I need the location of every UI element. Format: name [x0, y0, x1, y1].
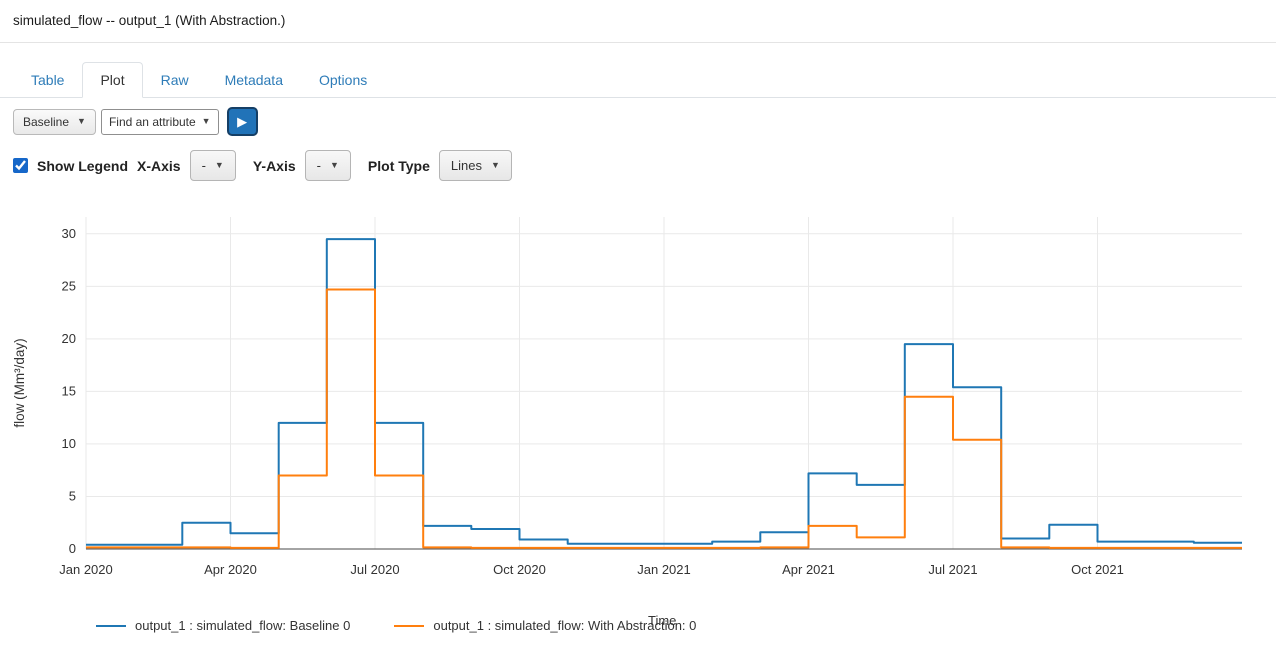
flow-chart[interactable]: 0 5 10 15 20 25 30 Jan 2020 Apr 2020 Jul 2020 Oct … [8, 203, 1276, 606]
legend-label: output_1 : simulated_flow: With Abstract… [433, 618, 697, 633]
plot-type-dropdown[interactable]: Lines ▼ [438, 150, 512, 181]
play-button[interactable]: ▶ [226, 107, 258, 136]
svg-text:Jan 2021: Jan 2021 [637, 562, 691, 577]
toolbar: Baseline ▼ Find an attribute ▼ ▶ [0, 98, 1276, 138]
svg-text:0: 0 [69, 541, 76, 556]
y-axis-dropdown[interactable]: - ▼ [304, 150, 351, 181]
svg-text:15: 15 [62, 383, 76, 398]
legend-item[interactable]: output_1 : simulated_flow: With Abstract… [394, 618, 696, 633]
svg-text:10: 10 [62, 436, 76, 451]
x-axis-dropdown-value: - [201, 158, 206, 173]
svg-text:flow (Mm³/day): flow (Mm³/day) [12, 338, 27, 427]
chevron-down-icon: ▼ [330, 160, 339, 170]
series-line-1 [86, 288, 1242, 549]
legend-label: output_1 : simulated_flow: Baseline 0 [135, 618, 351, 633]
svg-text:Oct 2020: Oct 2020 [493, 562, 546, 577]
tab-raw[interactable]: Raw [160, 72, 189, 88]
play-icon: ▶ [237, 114, 248, 129]
chevron-down-icon: ▼ [490, 160, 500, 170]
y-axis-label: Y-Axis [252, 157, 296, 174]
svg-text:5: 5 [69, 488, 76, 503]
chart-legend: Time output_1 : simulated_flow: Baseline… [96, 613, 1276, 633]
chevron-down-icon: ▼ [201, 116, 211, 126]
page-title: simulated_flow -- output_1 (With Abstrac… [13, 13, 286, 28]
attribute-select-label: Find an attribute [108, 114, 196, 129]
svg-text:Oct 2021: Oct 2021 [1071, 562, 1124, 577]
legend-swatch [96, 624, 126, 627]
plot-type-dropdown-value: Lines [450, 158, 482, 173]
tab-table[interactable]: Table [31, 72, 65, 88]
svg-text:20: 20 [62, 331, 76, 346]
svg-text:Jan 2020: Jan 2020 [59, 562, 113, 577]
show-legend-checkbox[interactable] [13, 158, 28, 173]
svg-text:Jul 2020: Jul 2020 [350, 562, 399, 577]
x-axis-dropdown[interactable]: - ▼ [189, 150, 236, 181]
svg-text:Jul 2021: Jul 2021 [928, 562, 977, 577]
show-legend-label: Show Legend [37, 157, 128, 174]
series-line-0 [86, 238, 1242, 546]
legend-swatch [394, 624, 425, 627]
tab-options[interactable]: Options [318, 72, 368, 88]
svg-text:30: 30 [62, 226, 76, 241]
titlebar: simulated_flow -- output_1 (With Abstrac… [0, 0, 1276, 43]
svg-text:25: 25 [62, 278, 76, 293]
plot-type-label: Plot Type [367, 157, 430, 174]
tab-bar: Table Plot Raw Metadata Options [0, 62, 1276, 98]
plot-controls: Show Legend X-Axis - ▼ Y-Axis - ▼ Plot T… [0, 138, 1276, 193]
legend-item[interactable]: output_1 : simulated_flow: Baseline 0 [96, 618, 350, 633]
scenario-dropdown-label: Baseline [23, 114, 70, 129]
chevron-down-icon: ▼ [214, 160, 224, 170]
scenario-dropdown[interactable]: Baseline ▼ [13, 108, 96, 135]
chevron-down-icon: ▼ [77, 116, 86, 126]
tab-plot[interactable]: Plot [82, 62, 143, 98]
attribute-select[interactable]: Find an attribute ▼ [100, 108, 219, 135]
flow-chart-svg[interactable]: 0 5 10 15 20 25 30 Jan 2020 Apr 2020 Jul 2020 Oct … [8, 203, 1270, 601]
y-axis-dropdown-value: - [316, 158, 321, 173]
svg-text:Apr 2020: Apr 2020 [204, 562, 257, 577]
x-axis-title: Time [648, 613, 677, 628]
svg-text:Apr 2021: Apr 2021 [782, 562, 835, 577]
tab-metadata[interactable]: Metadata [224, 72, 283, 88]
x-axis-label: X-Axis [137, 157, 181, 174]
